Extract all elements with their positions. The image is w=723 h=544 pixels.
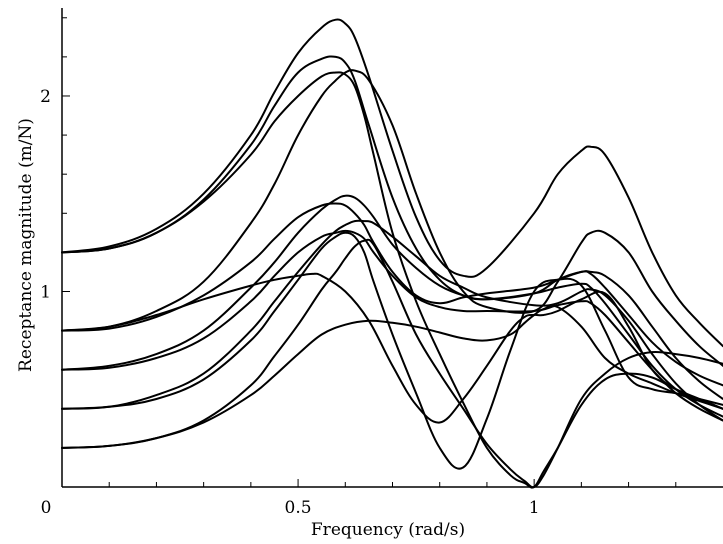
series-line-10 <box>61 272 723 424</box>
x-tick-label: 0.5 <box>285 498 312 518</box>
y-tick-label: 2 <box>40 87 51 107</box>
series-line-2 <box>61 55 723 387</box>
y-axis-label: Receptance magnitude (m/N) <box>16 118 36 372</box>
tick-labels: 0 0.5 1 1 2 <box>40 87 539 518</box>
x-tick-label: 1 <box>529 498 540 518</box>
series-line-3 <box>61 69 723 367</box>
series-line-1 <box>61 18 723 348</box>
x-axis-label: Frequency (rad/s) <box>311 520 465 540</box>
series-line-12 <box>61 71 723 489</box>
y-tick-label: 1 <box>40 282 51 302</box>
series-line-11 <box>61 304 723 449</box>
ticks <box>61 17 677 487</box>
series-line-5 <box>61 202 723 400</box>
x-tick-label: 0 <box>41 498 52 518</box>
series-line-4 <box>61 194 723 418</box>
series-line-6 <box>61 229 723 422</box>
series-line-8 <box>61 231 723 470</box>
series-curves <box>61 18 723 489</box>
series-line-9 <box>61 238 723 489</box>
